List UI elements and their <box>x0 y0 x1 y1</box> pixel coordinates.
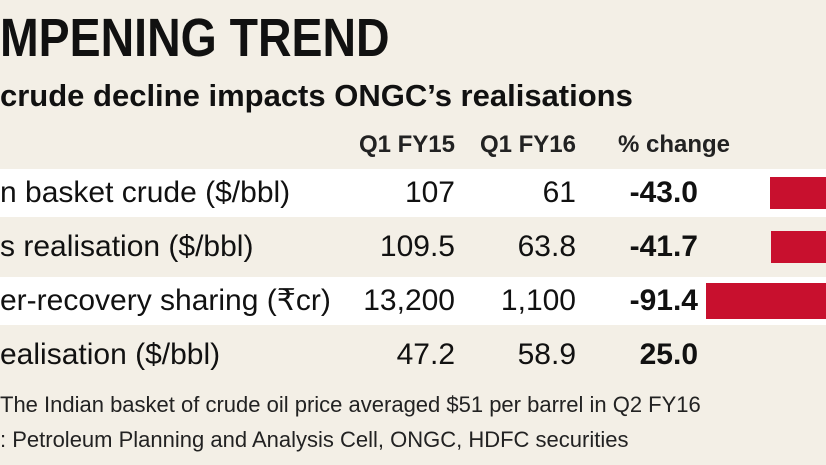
row-value-q1fy16: 1,100 <box>500 284 576 317</box>
row-value-q1fy16: 63.8 <box>517 230 576 263</box>
row-value-q1fy16: 58.9 <box>517 338 576 371</box>
row-value-q1fy15: 47.2 <box>396 338 455 371</box>
row-label: n basket crude ($/bbl) <box>0 176 291 209</box>
row-value-change: 25.0 <box>639 338 698 371</box>
row-value-change: -91.4 <box>629 284 698 317</box>
page-title: MPENING TREND <box>0 8 390 68</box>
row-value-q1fy15: 107 <box>404 176 455 209</box>
column-header-q1fy15: Q1 FY15 <box>358 131 455 158</box>
row-label: ealisation ($/bbl) <box>0 338 221 371</box>
row-label: er-recovery sharing (₹cr) <box>0 284 331 317</box>
column-header-q1fy16: Q1 FY16 <box>479 131 576 158</box>
row-value-q1fy15: 109.5 <box>379 230 455 263</box>
table-row: n basket crude ($/bbl) 107 61 -43.0 <box>0 169 826 217</box>
table-row: s realisation ($/bbl) 109.5 63.8 -41.7 <box>0 223 826 271</box>
change-bar <box>706 283 826 319</box>
change-bar <box>770 177 826 209</box>
row-value-q1fy15: 13,200 <box>363 284 455 317</box>
page-subtitle: crude decline impacts ONGC’s realisation… <box>0 78 633 113</box>
change-bar <box>771 231 826 263</box>
row-value-q1fy16: 61 <box>542 176 576 209</box>
column-header-change: % change <box>617 131 730 158</box>
row-value-change: -41.7 <box>629 230 698 263</box>
row-value-change: -43.0 <box>629 176 698 209</box>
row-label: s realisation ($/bbl) <box>0 230 254 263</box>
footnote: The Indian basket of crude oil price ave… <box>0 392 701 417</box>
table-row: er-recovery sharing (₹cr) 13,200 1,100 -… <box>0 277 826 325</box>
table-row: ealisation ($/bbl) 47.2 58.9 25.0 <box>0 331 826 379</box>
source-note: : Petroleum Planning and Analysis Cell, … <box>0 427 629 452</box>
